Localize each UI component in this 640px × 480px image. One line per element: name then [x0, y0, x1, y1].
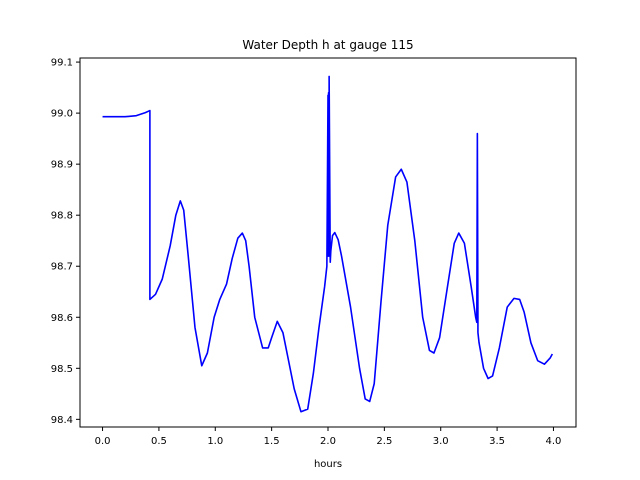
- x-axis: 0.0 0.5 1.0 1.5 2.0 2.5 3.0 3.5 4.0: [95, 427, 562, 447]
- y-tick-label: 98.5: [51, 364, 73, 375]
- y-axis: 98.4 98.5 98.6 98.7 98.8 98.9 99.0 99.1: [51, 58, 80, 426]
- x-tick-label: 2.0: [320, 436, 336, 447]
- y-tick-label: 98.9: [51, 160, 73, 171]
- y-tick-label: 99.0: [51, 109, 73, 120]
- y-tick-label: 98.4: [51, 415, 73, 426]
- series-line-0: [102, 75, 554, 413]
- y-tick-label: 98.6: [51, 313, 73, 324]
- x-tick-label: 0.5: [151, 436, 167, 447]
- x-axis-label: hours: [314, 459, 342, 470]
- x-tick-label: 2.5: [376, 436, 392, 447]
- y-tick-label: 99.1: [51, 58, 73, 69]
- y-tick-label: 98.8: [51, 211, 73, 222]
- x-tick-label: 3.5: [489, 436, 505, 447]
- x-tick-label: 0.0: [95, 436, 111, 447]
- x-tick-label: 1.5: [264, 436, 280, 447]
- chart-title: Water Depth h at gauge 115: [242, 38, 413, 52]
- x-tick-label: 4.0: [546, 436, 562, 447]
- series-layer: [102, 75, 554, 413]
- x-tick-label: 3.0: [433, 436, 449, 447]
- x-tick-label: 1.0: [207, 436, 223, 447]
- y-tick-label: 98.7: [51, 262, 73, 273]
